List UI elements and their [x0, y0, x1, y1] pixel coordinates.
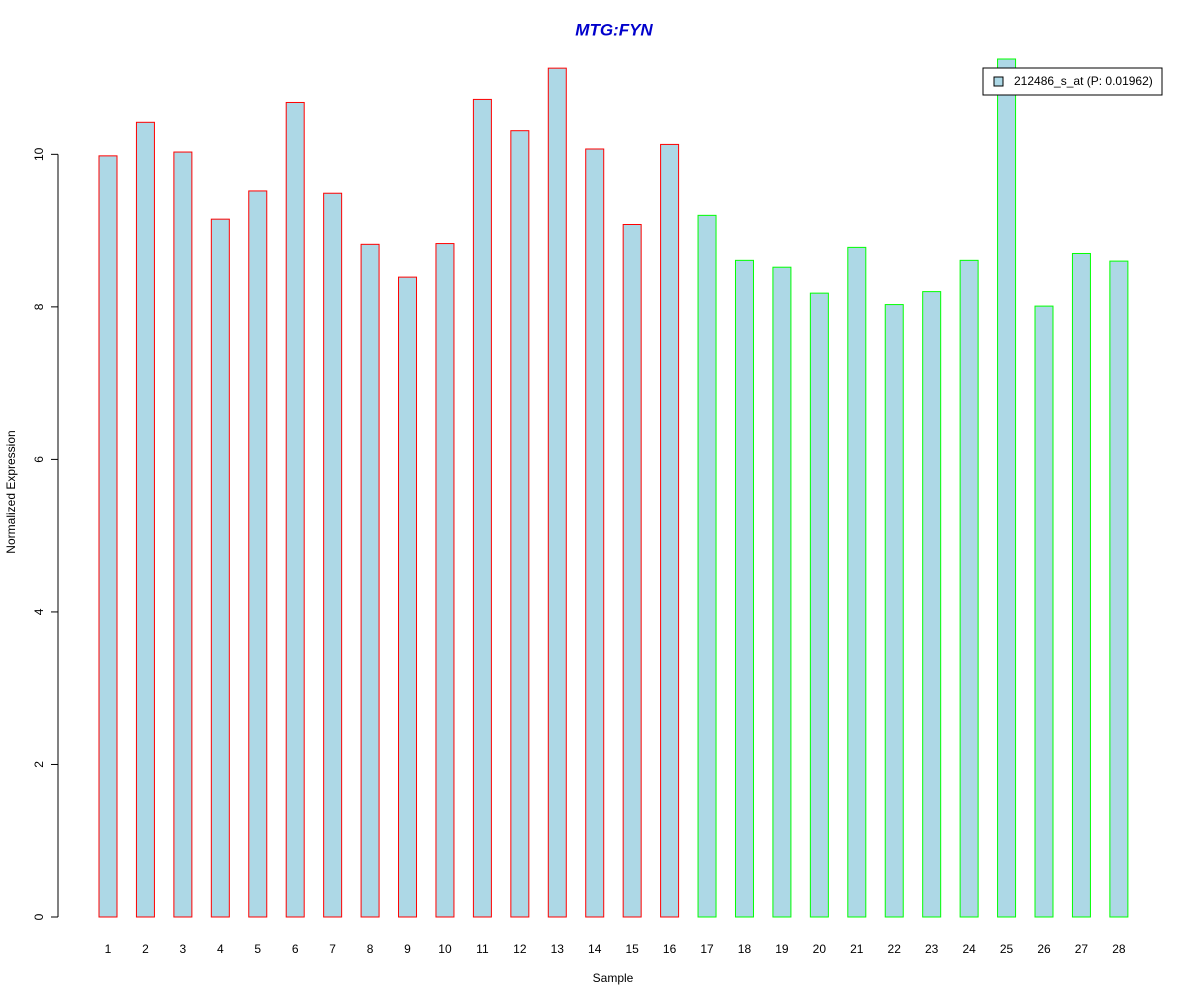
bar: [922, 291, 942, 918]
x-tick-label: 20: [813, 942, 827, 956]
bar: [1034, 305, 1054, 918]
x-axis-label: Sample: [593, 971, 634, 985]
y-axis-label: Normalized Expression: [4, 430, 18, 553]
bar: [1071, 252, 1091, 918]
x-tick-label: 2: [142, 942, 149, 956]
bar: [772, 266, 792, 918]
bar: [884, 304, 904, 918]
x-tick-label: 24: [962, 942, 976, 956]
x-tick-label: 6: [292, 942, 299, 956]
x-tick-label: 26: [1037, 942, 1051, 956]
x-tick-label: 11: [476, 942, 489, 956]
x-tick-label: 18: [738, 942, 752, 956]
x-tick-label: 9: [404, 942, 411, 956]
x-tick-label: 25: [1000, 942, 1014, 956]
x-tick-label: 13: [551, 942, 565, 956]
legend-label: 212486_s_at (P: 0.01962): [1014, 74, 1153, 88]
y-tick-label: 10: [32, 147, 46, 161]
chart-title: MTG:FYN: [575, 20, 653, 39]
x-tick-label: 14: [588, 942, 602, 956]
bar: [697, 214, 717, 918]
bar: [210, 218, 230, 918]
x-tick-label: 27: [1075, 942, 1089, 956]
x-tick-label: 22: [888, 942, 902, 956]
y-tick-label: 0: [32, 913, 46, 920]
bar: [398, 276, 418, 918]
bar: [847, 246, 867, 918]
y-tick-label: 6: [32, 456, 46, 463]
bar: [734, 259, 754, 918]
x-tick-label: 19: [775, 942, 789, 956]
legend-swatch: [993, 76, 1004, 87]
x-tick-label: 15: [625, 942, 639, 956]
x-tick-label: 5: [254, 942, 261, 956]
bar: [585, 148, 605, 918]
bar: [98, 155, 118, 918]
bar: [285, 101, 305, 918]
legend-box: [982, 67, 1163, 96]
x-tick-label: 28: [1112, 942, 1126, 956]
bar: [360, 243, 380, 918]
y-tick-label: 8: [32, 303, 46, 310]
x-tick-label: 4: [217, 942, 224, 956]
bar: [622, 223, 642, 918]
y-tick-label: 2: [32, 761, 46, 768]
bar: [135, 121, 155, 918]
x-tick-label: 12: [513, 942, 527, 956]
x-tick-label: 23: [925, 942, 939, 956]
bar: [997, 58, 1017, 918]
bar: [323, 192, 343, 918]
y-tick-label: 4: [32, 608, 46, 615]
bar: [248, 190, 268, 918]
x-tick-label: 8: [367, 942, 374, 956]
bar: [173, 151, 193, 918]
x-tick-label: 3: [180, 942, 187, 956]
bar: [547, 67, 567, 918]
x-tick-label: 16: [663, 942, 677, 956]
x-tick-label: 7: [329, 942, 336, 956]
bar: [435, 243, 455, 918]
bar: [809, 292, 829, 918]
x-tick-label: 1: [105, 942, 112, 956]
bar: [510, 130, 530, 918]
bar: [660, 143, 680, 918]
x-tick-label: 17: [700, 942, 714, 956]
bar: [472, 98, 492, 918]
bar: [1109, 260, 1129, 918]
x-tick-label: 10: [438, 942, 452, 956]
bar: [959, 259, 979, 918]
x-tick-label: 21: [850, 942, 864, 956]
